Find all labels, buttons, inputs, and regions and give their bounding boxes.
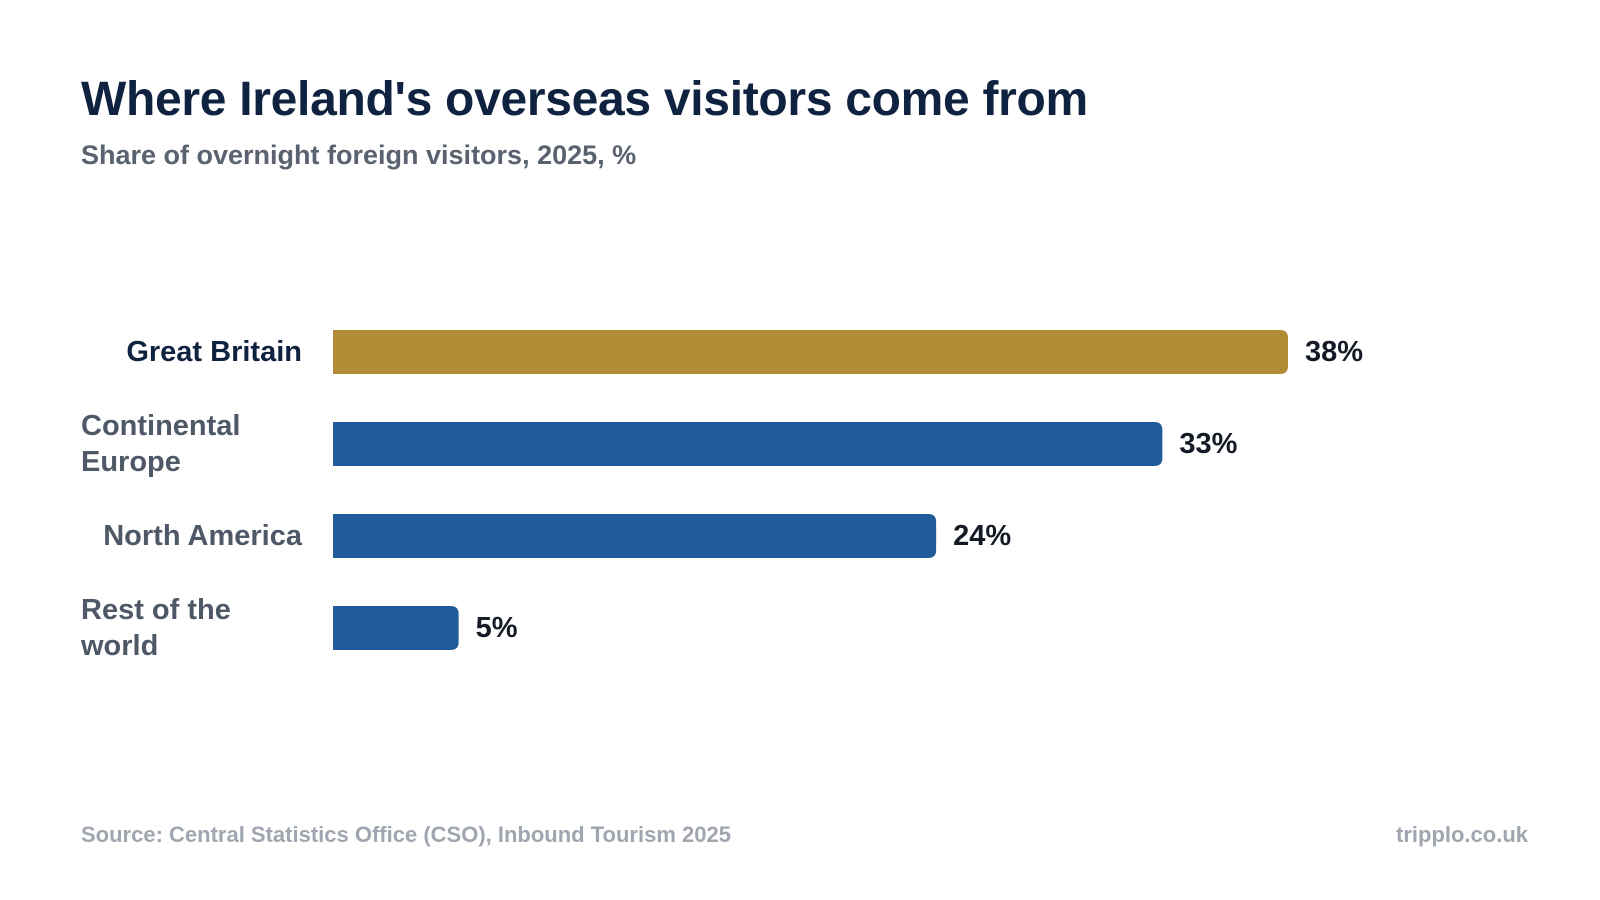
value-label: 33% xyxy=(1179,428,1237,460)
category-label: Continental Europe xyxy=(81,410,241,478)
bar-chart: 38% Great Britain 33% Continental Europe 24% N… xyxy=(80,330,1363,662)
bar-great-britain xyxy=(333,330,1288,374)
source-note: Source: Central Statistics Office (CSO),… xyxy=(81,822,731,847)
chart-title: Where Ireland's overseas visitors come f… xyxy=(81,73,1088,126)
category-label: Rest of the world xyxy=(80,594,231,662)
category-label: North America xyxy=(103,520,303,552)
value-label: 24% xyxy=(953,520,1011,552)
bar-continental-europe xyxy=(333,422,1163,466)
bar-north-america xyxy=(333,514,937,558)
category-label: Great Britain xyxy=(126,336,302,368)
chart-subtitle: Share of overnight foreign visitors, 202… xyxy=(81,140,637,170)
bar-rest-of-the-world xyxy=(333,606,459,650)
brand-link[interactable]: tripplo.co.uk xyxy=(1396,822,1528,847)
value-label: 38% xyxy=(1305,336,1363,368)
value-label: 5% xyxy=(476,612,518,644)
